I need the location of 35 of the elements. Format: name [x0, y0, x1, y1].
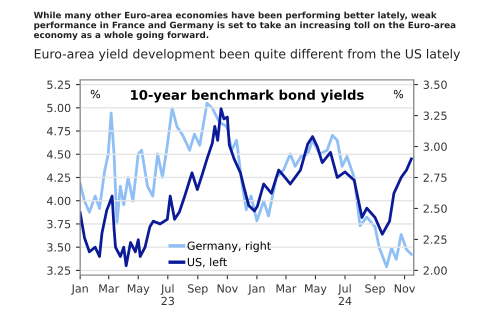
y-tick-label: 5.25 — [47, 80, 70, 89]
y2-tick-label: 3.25 — [424, 112, 447, 120]
y-tick-label: 4.50 — [46, 150, 70, 159]
chart-subtitle: Euro-area yield development been quite different from the US lately — [34, 48, 460, 61]
x-tick-label: Sep — [188, 284, 208, 295]
x-tick-label: Mar — [276, 284, 296, 293]
x-tick-label: Sep — [365, 284, 385, 295]
x-tick-label: Jan — [248, 284, 265, 295]
legend-label: Germany, right — [188, 241, 271, 252]
y-tick-label: 3.50 — [47, 243, 70, 252]
x-tick-label: May — [305, 284, 327, 295]
x-tick-label: Mar — [99, 284, 120, 293]
y-tick-label: 4.25 — [46, 173, 70, 182]
y2-tick-label: 3.50 — [424, 80, 447, 89]
y-tick-label: 4.00 — [46, 196, 70, 206]
y-tick-label: 3.75 — [47, 220, 70, 228]
x-tick-label: Nov — [394, 284, 416, 293]
y2-tick-label: 3.00 — [424, 142, 447, 151]
y-tick-label: 5.00 — [47, 104, 70, 112]
y2-tick-label: 2.50 — [424, 204, 447, 213]
x-tick-label: May — [128, 284, 150, 295]
x-tick-label: Nov — [218, 284, 238, 293]
x-tick-label: Jul 24 — [338, 284, 352, 305]
x-tick-label: Jul 23 — [160, 284, 174, 306]
text: 10-year benchmark bond yields — [131, 90, 364, 103]
y-tick-label: 3.25 — [47, 266, 70, 275]
y2-tick-label: 2.25 — [424, 235, 447, 244]
text: While many other Euro-area economies have been performing better lately, weak performance in France and Germany is set to take an increasing toll on the Euro-area economy as a whole going forward. — [34, 12, 456, 40]
y2-tick-label: 2.00 — [424, 266, 447, 275]
x-tick-label: Jan — [71, 284, 88, 295]
annotation: % — [90, 90, 100, 98]
y2-tick-label: 2.75 — [424, 173, 447, 182]
legend-label: US, left — [188, 258, 227, 268]
y-tick-label: 4.75 — [46, 127, 70, 136]
annotation: % — [394, 90, 404, 98]
